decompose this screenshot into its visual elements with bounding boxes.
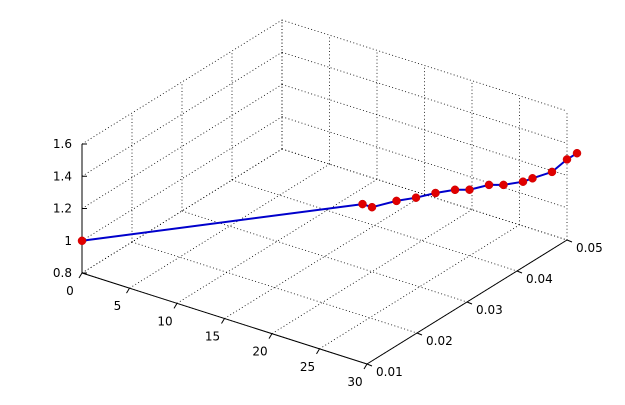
data-point bbox=[367, 202, 377, 212]
x-tick-mark bbox=[268, 333, 273, 339]
grid-line bbox=[181, 210, 468, 303]
data-point bbox=[358, 199, 367, 209]
y-tick-label: 0.04 bbox=[526, 272, 553, 286]
data-point bbox=[572, 148, 582, 158]
grid-line bbox=[81, 51, 283, 177]
data-point bbox=[411, 193, 421, 202]
y-tick-mark bbox=[366, 363, 373, 367]
z-tick-label: 1.2 bbox=[53, 202, 72, 216]
x-tick-mark bbox=[173, 303, 178, 309]
y-tick-mark bbox=[516, 270, 523, 274]
data-point bbox=[518, 177, 528, 186]
grid-line bbox=[131, 241, 418, 334]
x-tick-label: 5 bbox=[114, 299, 122, 313]
x-tick-label: 20 bbox=[252, 345, 267, 359]
data-point bbox=[431, 188, 440, 198]
x-tick-label: 10 bbox=[157, 314, 172, 328]
data-point bbox=[465, 185, 474, 194]
x-tick-mark bbox=[221, 318, 225, 324]
data-point bbox=[499, 180, 508, 190]
z-tick-label: 1 bbox=[64, 234, 72, 248]
y-tick-label: 0.01 bbox=[376, 365, 403, 379]
data-point bbox=[450, 185, 460, 195]
tick-labels: 0 5 10 15 20 25 30 0.01 0.02 0.03 0.04 0.05 0.8 1 1.2 1… bbox=[53, 137, 603, 389]
z-tick-label: 0.8 bbox=[53, 266, 72, 280]
x-tick-label: 25 bbox=[300, 360, 315, 374]
axes-box bbox=[78, 143, 573, 370]
x-tick-label: 0 bbox=[66, 284, 74, 298]
series-line bbox=[81, 152, 578, 242]
y-tick-mark bbox=[566, 239, 573, 243]
y-tick-label: 0.02 bbox=[426, 334, 453, 348]
data-point bbox=[484, 180, 494, 190]
y-tick-mark bbox=[466, 301, 473, 305]
y-tick-mark bbox=[416, 332, 423, 336]
grid-line bbox=[231, 179, 518, 272]
x-tick-label: 30 bbox=[347, 375, 362, 389]
grid-line bbox=[271, 209, 473, 335]
y-tick-label: 0.05 bbox=[576, 241, 603, 255]
x-tick-label: 15 bbox=[205, 330, 220, 344]
data-point bbox=[77, 236, 87, 246]
data-point bbox=[562, 155, 572, 164]
y-tick-label: 0.03 bbox=[476, 303, 503, 317]
data-series bbox=[77, 148, 582, 246]
data-point bbox=[528, 174, 537, 183]
data-point bbox=[547, 167, 557, 177]
x-tick-mark bbox=[78, 272, 83, 279]
z-tick-label: 1.6 bbox=[53, 137, 72, 151]
grid-line bbox=[129, 163, 330, 289]
z-tick-label: 1.4 bbox=[53, 169, 72, 183]
grid-line bbox=[176, 178, 378, 304]
grid-line bbox=[319, 224, 520, 350]
data-point bbox=[392, 196, 401, 206]
x-tick-mark bbox=[126, 287, 130, 294]
grid-line bbox=[224, 194, 425, 319]
x-tick-mark bbox=[363, 363, 368, 370]
x-tick-mark bbox=[316, 348, 320, 355]
